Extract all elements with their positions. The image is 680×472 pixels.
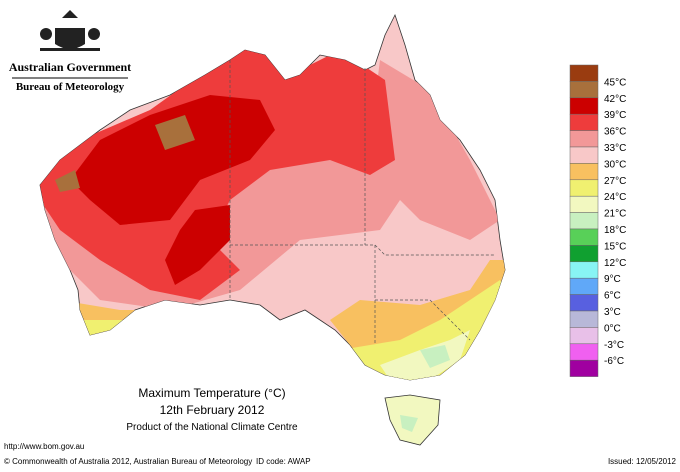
legend-swatch [569,294,599,312]
map-date: 12th February 2012 [160,403,265,417]
map-title: Maximum Temperature (°C) [138,386,285,400]
legend-swatch [569,245,599,263]
legend-label: 18°C [604,225,626,236]
legend-swatch [569,179,599,197]
header-subtitle: Bureau of Meteorology [16,81,125,93]
legend-swatch [569,146,599,164]
legend-label: 21°C [604,209,626,220]
legend: 45°C 42°C 39°C 36°C 33°C 30°C 27°C 24°C 21°C 18°C… [569,64,626,377]
legend-swatch [569,97,599,115]
legend-label: 6°C [604,291,621,302]
legend-label: 27°C [604,176,626,187]
legend-label: 0°C [604,323,621,334]
footer-issued: Issued: 12/05/2012 [608,457,677,466]
legend-swatch [569,81,599,99]
legend-swatch [569,113,599,131]
temperature-map [39,14,506,446]
legend-swatch [569,327,599,345]
legend-swatch [569,130,599,148]
legend-label: 36°C [604,127,626,138]
legend-label: -3°C [604,340,624,351]
footer-id: ID code: AWAP [256,457,311,466]
legend-label: 24°C [604,192,626,203]
crest [40,10,100,51]
legend-label: 9°C [604,274,621,285]
header-title: Australian Government [9,60,131,74]
legend-label: 12°C [604,258,626,269]
legend-swatch [569,310,599,328]
legend-swatch [569,359,599,377]
legend-label: 33°C [604,143,626,154]
legend-label: 39°C [604,110,626,121]
legend-label: -6°C [604,356,624,367]
legend-label: 42°C [604,94,626,105]
legend-swatch [569,212,599,230]
footer-copyright: © Commonwealth of Australia 2012, Austra… [4,457,252,466]
legend-swatch [569,277,599,295]
map-product: Product of the National Climate Centre [126,422,298,433]
legend-swatch [569,261,599,279]
legend-label: 15°C [604,241,626,252]
legend-swatch [569,64,599,82]
legend-label: 45°C [604,77,626,88]
footer-url: http://www.bom.gov.au [4,442,84,451]
legend-swatch [569,195,599,213]
legend-swatch [569,163,599,181]
legend-label: 30°C [604,159,626,170]
legend-swatch [569,343,599,361]
legend-label: 3°C [604,307,621,318]
legend-swatch [569,228,599,246]
